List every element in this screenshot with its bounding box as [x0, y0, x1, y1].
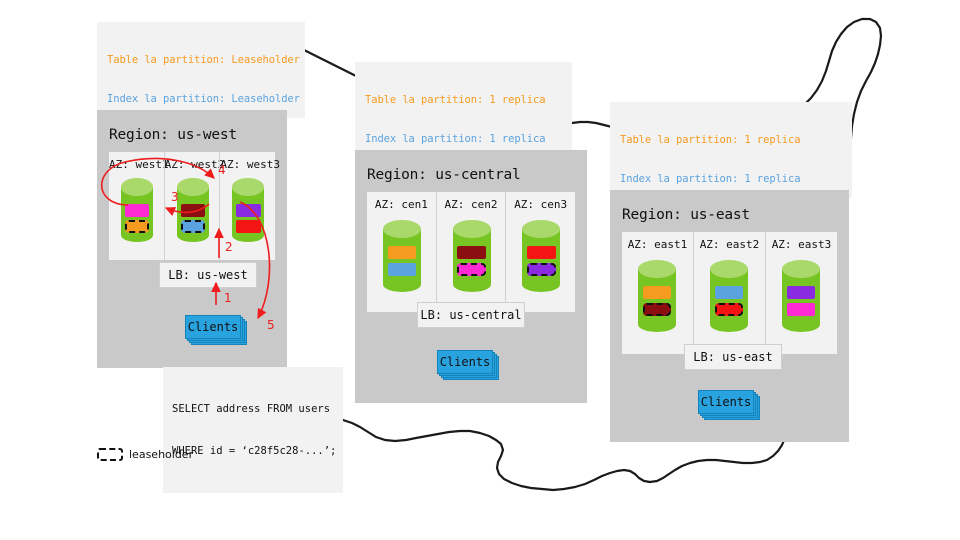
sql-line-1: SELECT address FROM users	[172, 403, 331, 415]
node-cylinder-west2[interactable]	[176, 178, 209, 242]
az-label: AZ: west1	[109, 158, 169, 171]
region-title: Region: us-west	[109, 127, 237, 143]
region-us-east: Region: us-east AZ: east1 AZ: east2	[610, 190, 849, 442]
clients-stack-us-west[interactable]: Clients	[185, 315, 247, 345]
region-us-west: Region: us-west AZ: west1 AZ: west2	[97, 110, 287, 368]
az-cell-east1[interactable]: AZ: east1	[622, 232, 693, 354]
clients-label[interactable]: Clients	[185, 315, 241, 339]
leaseholder-key-label: leaseholder	[129, 448, 194, 461]
cylinder-top	[782, 260, 820, 278]
clients-label[interactable]: Clients	[698, 390, 754, 414]
node-cylinder-cen1[interactable]	[383, 220, 421, 292]
node-cylinder-cen3[interactable]	[522, 220, 561, 292]
az-cell-cen2[interactable]: AZ: cen2	[435, 192, 506, 312]
cylinder-top	[638, 260, 676, 278]
az-cell-east3[interactable]: AZ: east3	[765, 232, 837, 354]
cylinder-top	[383, 220, 421, 238]
az-label: AZ: cen3	[514, 198, 568, 211]
load-balancer-us-west[interactable]: LB: us-west	[159, 262, 257, 288]
cylinder-body	[522, 229, 561, 292]
cylinder-top	[522, 220, 561, 238]
leaseholder-band-index-ch	[457, 263, 487, 276]
legend-line: Table la partition: 1 replica	[365, 94, 546, 107]
load-balancer-us-east[interactable]: LB: us-east	[684, 344, 782, 370]
legend-panel-us-central: Table la partition: 1 replica Index la p…	[355, 62, 572, 303]
az-cell-cen1[interactable]: AZ: cen1	[367, 192, 436, 312]
az-cell-west1[interactable]: AZ: west1	[109, 152, 169, 260]
legend-line: Index la partition: 1 replica	[365, 133, 546, 146]
replica-band-table-la	[387, 246, 417, 259]
cylinder-body	[638, 269, 676, 332]
replica-band-index-ch	[124, 204, 150, 217]
replica-band-index-ny	[236, 220, 261, 233]
leaseholder-band-index-la	[180, 220, 205, 233]
leaseholder-band-index-ny	[714, 303, 744, 316]
cylinder-body	[782, 269, 820, 332]
cylinder-body	[452, 229, 491, 292]
az-label: AZ: east2	[699, 238, 760, 251]
node-cylinder-cen2[interactable]	[452, 220, 491, 292]
sql-line-2: WHERE id = ‘c28f5c28-...’;	[172, 445, 337, 457]
az-cell-cen3[interactable]: AZ: cen3	[505, 192, 575, 312]
flow-step-label-2: 2	[225, 240, 233, 254]
region-us-central: Region: us-central AZ: cen1 AZ: cen2	[355, 150, 587, 403]
sql-note: SELECT address FROM users WHERE id = ‘c2…	[163, 367, 343, 493]
load-balancer-us-central[interactable]: LB: us-central	[417, 302, 525, 328]
cylinder-body	[383, 229, 421, 292]
replica-band-table-ny	[180, 204, 205, 217]
leaseholder-swatch-icon	[97, 448, 123, 461]
node-cylinder-east3[interactable]	[782, 260, 820, 332]
flow-step-label-4: 4	[218, 163, 226, 177]
flow-step-label-5: 5	[267, 318, 275, 332]
replica-band-table-ch	[236, 204, 261, 217]
cylinder-top	[710, 260, 748, 278]
legend-line: Table la partition: Leaseholder	[107, 54, 300, 67]
cylinder-body	[710, 269, 748, 332]
leaseholder-band-table-ny	[642, 303, 672, 316]
replica-band-index-ch	[786, 303, 816, 316]
cylinder-top	[176, 178, 209, 196]
cylinder-top	[232, 178, 265, 196]
region-title: Region: us-central	[367, 167, 521, 183]
az-strip-us-east: AZ: east1 AZ: east2 AZ: east3	[622, 232, 837, 354]
legend-panel-us-east: Table la partition: 1 replica Index la p…	[610, 102, 852, 343]
node-cylinder-west3[interactable]	[232, 178, 265, 242]
leaseholder-band-table-la	[124, 220, 150, 233]
node-cylinder-west1[interactable]	[121, 178, 153, 242]
legend-line: Index la partition: Leaseholder	[107, 93, 300, 106]
legend-line: Index la partition: 1 replica	[620, 173, 801, 186]
legend-line: Table la partition: 1 replica	[620, 134, 801, 147]
az-strip-us-central: AZ: cen1 AZ: cen2 AZ: cen3	[367, 192, 575, 312]
replica-band-table-ny	[457, 246, 487, 259]
replica-band-index-ny	[526, 246, 556, 259]
az-label: AZ: west2	[164, 158, 225, 171]
az-label: AZ: west3	[220, 158, 280, 171]
az-label: AZ: east1	[627, 238, 688, 251]
replica-band-table-ch	[786, 286, 816, 299]
region-title: Region: us-east	[622, 207, 750, 223]
clients-label[interactable]: Clients	[437, 350, 493, 374]
az-label: AZ: cen2	[444, 198, 498, 211]
az-cell-east2[interactable]: AZ: east2	[693, 232, 765, 354]
az-label: AZ: east3	[771, 238, 832, 251]
node-cylinder-east2[interactable]	[710, 260, 748, 332]
flow-step-label-1: 1	[224, 291, 232, 305]
az-cell-west2[interactable]: AZ: west2	[163, 152, 225, 260]
az-strip-us-west: AZ: west1 AZ: west2 AZ: west3	[109, 152, 280, 260]
clients-stack-us-east[interactable]: Clients	[698, 390, 760, 420]
leaseholder-band-table-ch	[526, 263, 556, 276]
az-label: AZ: cen1	[374, 198, 428, 211]
clients-stack-us-central[interactable]: Clients	[437, 350, 499, 380]
cylinder-top	[121, 178, 153, 196]
legend-panel-us-west: Table la partition: Leaseholder Index la…	[97, 22, 305, 263]
replica-band-index-la	[387, 263, 417, 276]
flow-step-label-3: 3	[171, 190, 179, 204]
replica-band-index-la	[714, 286, 744, 299]
cylinder-top	[452, 220, 491, 238]
replica-band-table-la	[642, 286, 672, 299]
node-cylinder-east1[interactable]	[638, 260, 676, 332]
leaseholder-key: leaseholder	[97, 448, 193, 461]
